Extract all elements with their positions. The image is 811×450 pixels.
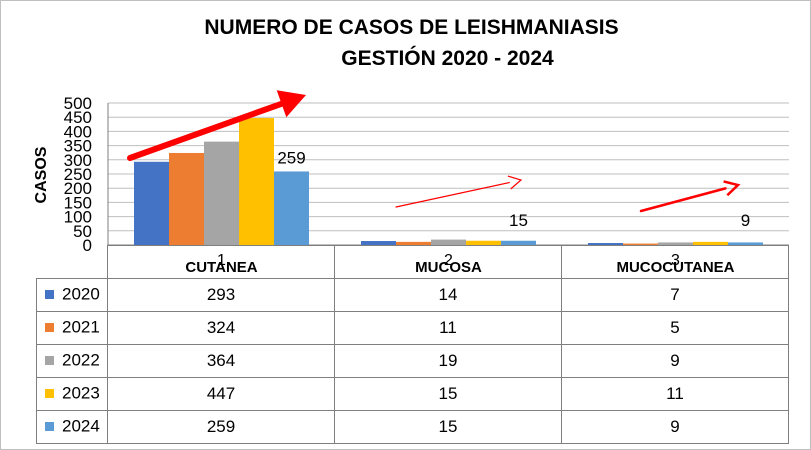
bar-2021-mucosa <box>396 241 431 245</box>
chart-title-line-1: NUMERO DE CASOS DE LEISHMANIASIS <box>204 16 619 39</box>
y-tick-label: 150 <box>64 193 92 212</box>
bar-2023-mucocutanea <box>693 241 728 245</box>
bar-2022-mucosa <box>431 239 466 245</box>
bar-2024-mucosa <box>501 240 536 245</box>
trend-arrow-mucosa <box>395 175 523 208</box>
bar-2020-mucosa <box>361 241 396 245</box>
table-cell: 364 <box>107 343 335 378</box>
table-cell: 14 <box>334 277 562 312</box>
y-tick-label: 500 <box>64 94 92 113</box>
table-row: 2023 447 15 11 <box>36 376 789 411</box>
table-cell: 11 <box>561 376 789 411</box>
arrow-shaft <box>395 181 510 208</box>
bar-2024-cutanea <box>274 171 309 245</box>
bar-2020-mucocutanea <box>588 243 623 245</box>
table-cell: 19 <box>334 343 562 378</box>
y-tick-label: 250 <box>64 165 92 184</box>
legend-label: 2023 <box>62 383 100 403</box>
bar-2022-cutanea <box>204 141 239 245</box>
y-tick-label: 200 <box>64 179 92 198</box>
table-cell: 9 <box>561 343 789 378</box>
table-cell: 7 <box>561 277 789 312</box>
data-label: 259 <box>277 148 305 167</box>
data-label: 9 <box>741 211 750 230</box>
table-cell: 5 <box>561 310 789 345</box>
y-tick-label: 400 <box>64 122 92 141</box>
bar-2021-mucocutanea <box>623 243 658 245</box>
table-cell: 11 <box>334 310 562 345</box>
bar-2023-mucosa <box>466 240 501 245</box>
table-cell: 15 <box>334 409 562 444</box>
legend-label: 2020 <box>62 284 100 304</box>
table-cell: 447 <box>107 376 335 411</box>
table-row: 2022 364 19 9 <box>36 343 789 378</box>
legend-label: 2022 <box>62 350 100 370</box>
y-tick-label: 100 <box>64 208 92 227</box>
y-tick-label: 300 <box>64 151 92 170</box>
legend-label: 2021 <box>62 317 100 337</box>
arrow-shaft <box>127 100 285 161</box>
data-table: 2020 293 14 7 2021 324 11 5 2022 364 19 9 2023 447 15 1… <box>36 245 789 444</box>
trend-arrow-cutanea <box>127 90 306 161</box>
table-row: 2020 293 14 7 <box>36 277 789 312</box>
legend-swatch <box>45 290 54 300</box>
legend-swatch <box>45 422 54 432</box>
arrow-head <box>507 175 523 190</box>
table-row: 2024 259 15 9 <box>36 409 789 444</box>
table-cell: 9 <box>561 409 789 444</box>
arrow-head <box>723 180 741 197</box>
legend-swatch <box>45 356 54 366</box>
data-label: 15 <box>509 211 528 230</box>
bar-2021-cutanea <box>169 152 204 245</box>
y-axis-label: CASOS <box>33 146 50 203</box>
legend-label: 2024 <box>62 416 100 436</box>
table-cell: 259 <box>107 409 335 444</box>
table-cell: 324 <box>107 310 335 345</box>
y-tick-label: 450 <box>64 108 92 127</box>
legend-swatch <box>45 389 54 399</box>
table-row: 2021 324 11 5 <box>36 310 789 345</box>
y-tick-label: 350 <box>64 137 92 156</box>
table-cell: 293 <box>107 277 335 312</box>
arrow-head <box>276 90 306 118</box>
bar-2022-mucocutanea <box>658 242 693 245</box>
table-cell: 15 <box>334 376 562 411</box>
chart-title-line-2: GESTIÓN 2020 - 2024 <box>341 47 554 70</box>
trend-arrow-mucocutanea <box>639 180 741 213</box>
legend-swatch <box>45 323 54 333</box>
bar-2024-mucocutanea <box>728 242 763 245</box>
bar-2023-cutanea <box>239 118 274 245</box>
y-tick-label: 50 <box>73 222 92 241</box>
bar-2020-cutanea <box>134 161 169 245</box>
arrow-shaft <box>639 187 727 213</box>
